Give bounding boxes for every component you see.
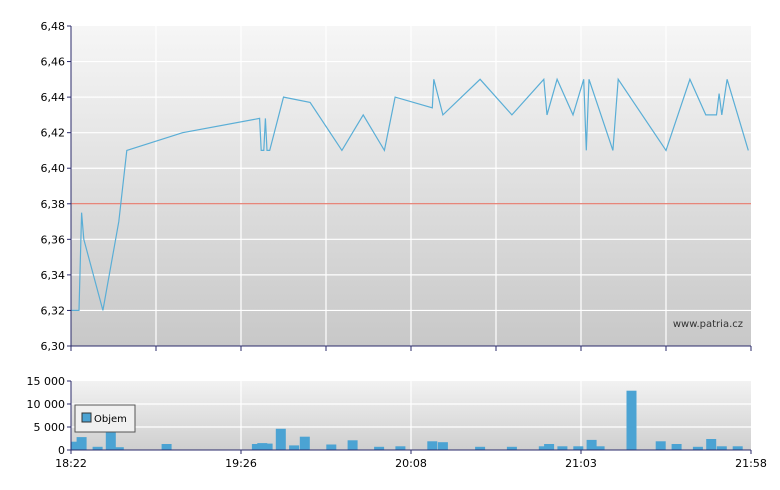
volume-bar [161, 444, 172, 450]
price-panel: 6,48 6,46 6,44 6,42 6,40 6,38 6,36 6,34 6,32 6,30… [41, 20, 752, 353]
volume-bar [262, 443, 273, 450]
legend-swatch [81, 412, 92, 423]
volume-bar [374, 446, 385, 450]
volume-bar [692, 446, 703, 450]
price-y-tick-label: 6,34 [41, 269, 66, 282]
volume-bar [626, 390, 637, 450]
volume-y-tick-label: 5 000 [34, 421, 66, 434]
price-x-tick-marks [70, 346, 752, 351]
volume-bar [105, 425, 116, 450]
volume-bar [706, 439, 717, 450]
volume-bar [671, 444, 682, 450]
price-y-tick-label: 6,48 [41, 20, 66, 33]
volume-bar [395, 446, 406, 450]
price-y-tick-label: 6,40 [41, 162, 66, 175]
price-vertical-gridlines [155, 26, 667, 346]
volume-bar [544, 444, 555, 450]
volume-bar [538, 446, 549, 450]
price-y-tick-labels: 6,48 6,46 6,44 6,42 6,40 6,38 6,36 6,34 6,32 6,30 [41, 20, 71, 353]
volume-x-tick-label: 21:58 [735, 457, 767, 470]
volume-bar [586, 439, 597, 450]
price-y-tick-label: 6,32 [41, 304, 66, 317]
volume-bar [76, 437, 87, 450]
volume-y-tick-label: 0 [58, 444, 65, 457]
volume-bar [594, 446, 605, 450]
volume-bar [475, 446, 486, 450]
price-horizontal-gridlines [71, 60, 751, 312]
volume-bar [427, 441, 438, 450]
volume-bar [92, 446, 103, 450]
volume-bar [257, 443, 268, 450]
legend-label: Objem [94, 414, 127, 425]
legend: Objem [74, 404, 136, 433]
volume-bar [251, 444, 262, 450]
volume-bar [71, 441, 79, 450]
volume-x-tick-label: 20:08 [395, 457, 427, 470]
price-y-tick-label: 6,42 [41, 127, 66, 140]
volume-bar [275, 428, 286, 450]
volume-x-tick-label: 18:22 [55, 457, 87, 470]
volume-x-tick-labels: 18:22 19:26 20:08 21:03 21:58 [55, 450, 767, 470]
price-y-tick-label: 6,36 [41, 233, 66, 246]
volume-bar [732, 446, 743, 450]
volume-bar [289, 445, 300, 450]
volume-horizontal-gridlines [71, 403, 751, 428]
volume-bar [113, 447, 124, 450]
volume-panel: 15 000 10 000 5 000 0 18:22 19:26 20:08 21:03 2… [27, 375, 767, 470]
volume-bar [437, 442, 448, 450]
volume-bar [573, 446, 584, 450]
price-y-tick-label: 6,46 [41, 56, 66, 69]
volume-vertical-gridlines [240, 381, 582, 450]
volume-bars [71, 390, 743, 450]
volume-x-tick-label: 19:26 [225, 457, 257, 470]
price-y-tick-label: 6,38 [41, 198, 66, 211]
volume-bar [299, 436, 310, 450]
watermark: www.patria.cz [673, 319, 743, 330]
volume-bar [557, 446, 568, 450]
volume-bar [506, 446, 517, 450]
volume-y-tick-label: 15 000 [27, 375, 66, 388]
volume-bar [326, 444, 337, 450]
volume-bar [347, 440, 358, 450]
price-y-tick-label: 6,44 [41, 91, 66, 104]
volume-bar [655, 441, 666, 450]
volume-x-tick-label: 21:03 [565, 457, 597, 470]
volume-y-tick-label: 10 000 [27, 398, 66, 411]
volume-y-tick-labels: 15 000 10 000 5 000 0 [27, 375, 71, 457]
price-line [71, 77, 749, 311]
price-y-tick-label: 6,30 [41, 340, 66, 353]
volume-bar [716, 446, 727, 450]
